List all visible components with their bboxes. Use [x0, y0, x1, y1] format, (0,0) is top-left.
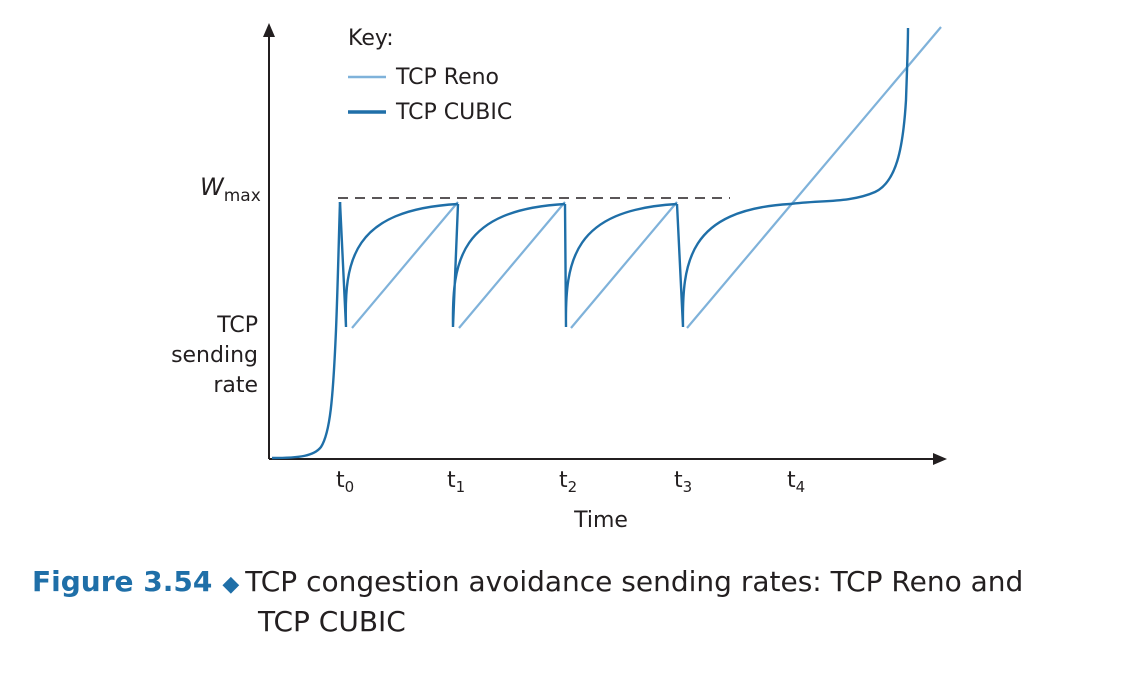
legend-title: Key:	[348, 26, 394, 51]
cubic-segment	[451, 202, 566, 328]
tick-label: t1	[447, 468, 465, 496]
x-axis-label: Time	[573, 508, 628, 533]
tick-label: t4	[787, 468, 805, 496]
tick-sub: 2	[568, 478, 578, 496]
cubic-slow-start	[271, 201, 342, 460]
y-axis-label-line: TCP	[216, 313, 258, 338]
tick-base: t	[559, 468, 568, 493]
tick-base: t	[447, 468, 456, 493]
y-axis-label-line: sending	[171, 343, 258, 368]
cubic-growth	[789, 27, 910, 206]
tick-sub: 4	[796, 478, 806, 496]
tick-label: t0	[336, 468, 354, 496]
reno-segment	[351, 201, 459, 329]
legend-label-cubic: TCP CUBIC	[395, 100, 512, 125]
reno-segment	[570, 201, 678, 329]
reno-segment	[458, 201, 566, 329]
tick-sub: 3	[683, 478, 693, 496]
diamond-icon: ◆	[222, 572, 240, 597]
tick-base: t	[787, 468, 796, 493]
caption-line-2: TCP CUBIC	[32, 603, 1122, 640]
wmax-base: W	[200, 173, 225, 201]
wmax-sub: max	[224, 186, 261, 206]
tick-base: t	[674, 468, 683, 493]
figure-label: Figure 3.54	[32, 565, 213, 598]
tick-label: t3	[674, 468, 692, 496]
caption-text-2: TCP CUBIC	[258, 605, 406, 638]
cubic-segment	[563, 202, 678, 328]
y-axis-label-line: rate	[213, 373, 258, 398]
caption-text-1: TCP congestion avoidance sending rates: …	[245, 565, 1024, 598]
caption-line-1: Figure 3.54 ◆ TCP congestion avoidance sen…	[32, 563, 1122, 603]
cubic-segment	[338, 201, 459, 328]
wmax-label: Wmax	[200, 173, 261, 206]
reno-segment	[686, 26, 942, 329]
tick-sub: 1	[456, 478, 466, 496]
cubic-segment	[675, 202, 791, 328]
figure-caption: Figure 3.54 ◆ TCP congestion avoidance sen…	[32, 563, 1122, 640]
tick-base: t	[336, 468, 345, 493]
tick-label: t2	[559, 468, 577, 496]
legend-label-reno: TCP Reno	[395, 65, 499, 90]
tick-sub: 0	[345, 478, 355, 496]
